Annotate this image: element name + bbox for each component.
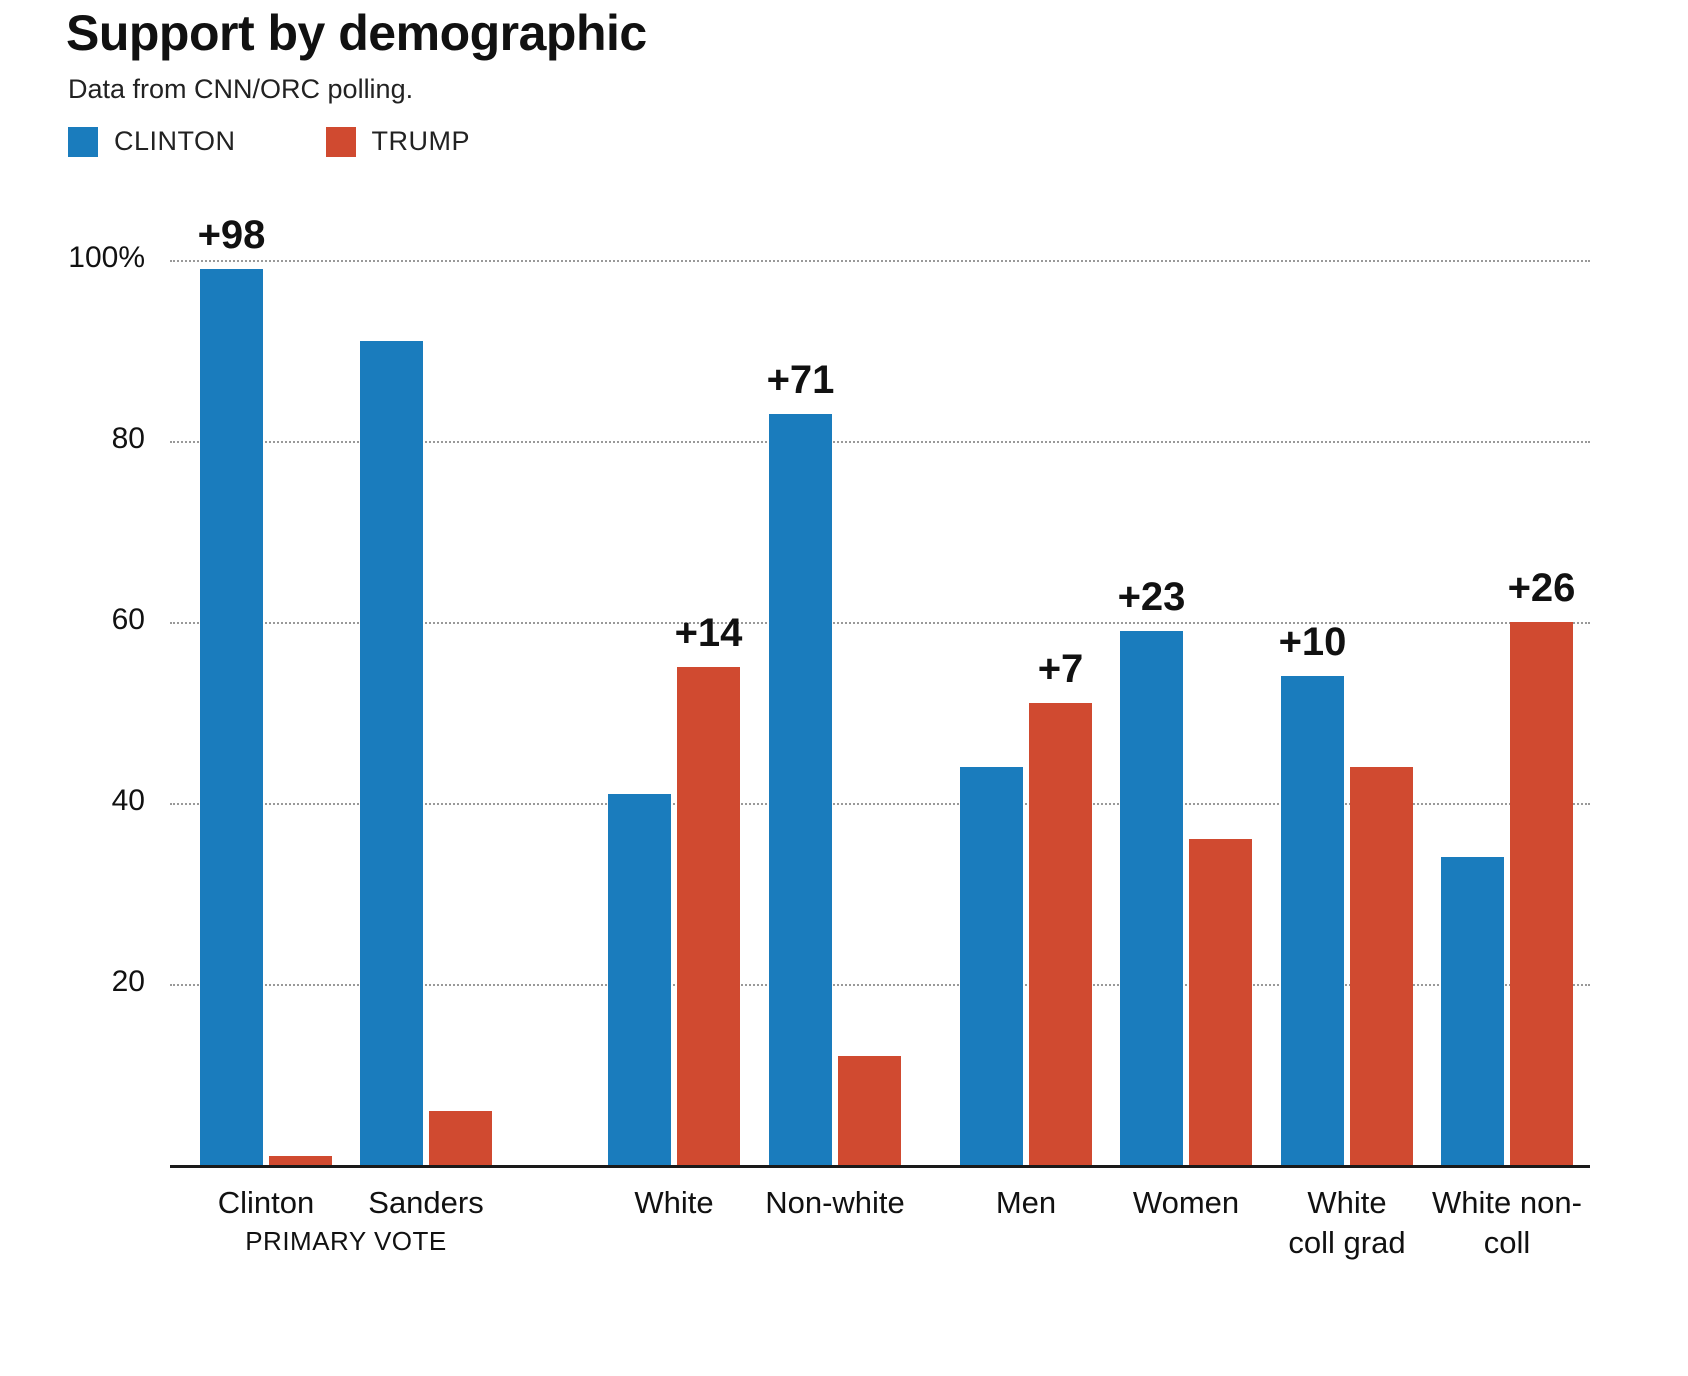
- y-tick-label-80: 80: [111, 422, 145, 455]
- legend-swatch-clinton: [68, 126, 98, 157]
- bar-trump-white-non-coll: [1510, 622, 1573, 1165]
- diff-label-white-non-coll: +26: [1507, 566, 1576, 610]
- bar-clinton-clinton-primary: [200, 269, 263, 1165]
- legend-item-trump: TRUMP: [325, 126, 471, 157]
- x-label-men: Men: [995, 1185, 1057, 1220]
- bar-trump-men: [1029, 703, 1092, 1165]
- bar-clinton-white-non-coll: [1441, 857, 1504, 1165]
- bar-clinton-white: [608, 793, 671, 1165]
- bar-trump-sanders-primary: [429, 1110, 492, 1165]
- x-label-white-coll-grad: White coll grad: [1288, 1185, 1406, 1261]
- gridline-60: [170, 622, 1590, 624]
- x-axis-baseline: [170, 1165, 1590, 1168]
- diff-label-white: +14: [674, 611, 743, 656]
- gridline-20: [170, 984, 1590, 986]
- y-tick-label-20: 20: [111, 965, 145, 998]
- legend-item-clinton: CLINTON: [68, 126, 236, 157]
- diff-label-men: +7: [1037, 647, 1084, 692]
- chart-title: Support by demographic: [66, 5, 647, 61]
- x-label-women: Women: [1132, 1185, 1240, 1220]
- bar-clinton-sanders-primary: [360, 341, 423, 1165]
- diff-label-non-white: +71: [766, 357, 835, 402]
- chart-subtitle: Data from CNN/ORC polling.: [68, 74, 414, 104]
- diff-label-clinton-primary: +98: [197, 213, 266, 258]
- bar-trump-non-white: [838, 1056, 901, 1165]
- x-label-non-white: Non-white: [765, 1185, 905, 1220]
- legend-swatch-trump: [325, 126, 356, 157]
- gridline-100: [170, 260, 1590, 262]
- bar-trump-white: [677, 667, 740, 1165]
- x-label-white: White: [634, 1185, 714, 1220]
- x-label-white-non-coll: White non- coll: [1432, 1185, 1582, 1261]
- bar-trump-white-coll-grad: [1350, 766, 1413, 1165]
- bar-clinton-men: [960, 766, 1023, 1165]
- y-tick-label-40: 40: [111, 784, 145, 817]
- legend: CLINTON TRUMP: [68, 126, 470, 157]
- bar-trump-women: [1189, 839, 1252, 1165]
- legend-label-trump: TRUMP: [371, 126, 471, 156]
- x-label-clinton-primary: Clinton: [217, 1185, 315, 1220]
- y-tick-label-60: 60: [111, 603, 145, 636]
- y-tick-label-100: 100%: [68, 241, 145, 274]
- gridline-40: [170, 803, 1590, 805]
- bar-trump-clinton-primary: [269, 1155, 332, 1165]
- x-axis-section-label: PRIMARY VOTE: [245, 1226, 447, 1256]
- x-label-sanders-primary: Sanders: [368, 1185, 484, 1220]
- bar-clinton-white-coll-grad: [1281, 676, 1344, 1165]
- legend-label-clinton: CLINTON: [114, 126, 236, 156]
- bar-clinton-women: [1120, 631, 1183, 1165]
- gridline-80: [170, 441, 1590, 443]
- bar-clinton-non-white: [769, 413, 832, 1165]
- diff-label-white-coll-grad: +10: [1278, 620, 1347, 665]
- diff-label-women: +23: [1117, 575, 1186, 620]
